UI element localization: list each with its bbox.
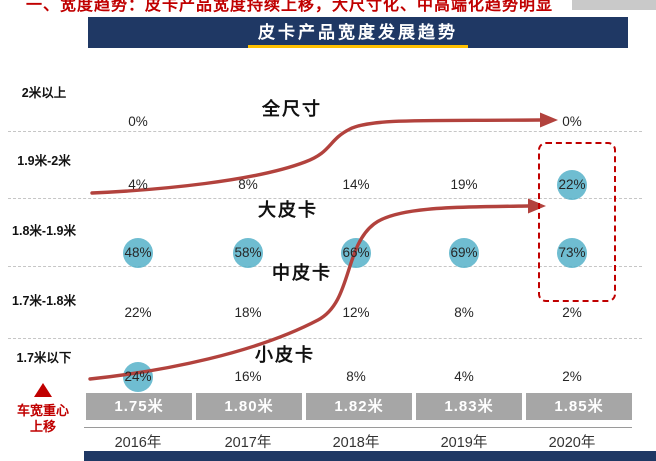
clipped-heading-text: 一、宽度趋势：皮卡产品宽度持续上移，大尺寸化、中高端化趋势明显 — [26, 0, 554, 13]
avg-width-cell: 1.85米 — [526, 393, 632, 420]
clipped-heading: 一、宽度趋势：皮卡产品宽度持续上移，大尺寸化、中高端化趋势明显 — [26, 0, 630, 13]
avg-width-cell: 1.80米 — [196, 393, 302, 420]
footer-bar — [84, 451, 656, 461]
width-range-label: 1.7米-1.8米 — [12, 294, 76, 308]
value-cell: 12% — [342, 305, 370, 320]
value-cell: 69% — [450, 245, 478, 260]
value-cell — [321, 113, 391, 131]
row-separator — [8, 198, 642, 199]
segment-label-large-pickup: 大皮卡 — [258, 200, 318, 220]
avg-width-cell: 1.83米 — [416, 393, 522, 420]
value-cell: 24% — [124, 369, 152, 384]
row-separator — [8, 131, 642, 132]
title-bar: 皮卡产品宽度发展趋势 — [88, 17, 628, 48]
width-range-label: 1.9米-2米 — [17, 154, 71, 168]
top-right-block — [572, 0, 656, 10]
value-cell: 0% — [562, 114, 582, 129]
value-cell: 8% — [454, 305, 474, 320]
segment-label-small-pickup: 小皮卡 — [255, 345, 315, 365]
year-label: 2017年 — [224, 435, 272, 451]
value-cell: 4% — [454, 369, 474, 384]
value-cell — [429, 113, 499, 131]
up-triangle-icon — [34, 383, 52, 397]
annotation-line2: 上移 — [29, 419, 56, 434]
value-cell: 22% — [558, 177, 586, 192]
segment-label-medium-pickup: 中皮卡 — [272, 263, 332, 283]
width-range-label: 1.8米-1.9米 — [12, 224, 76, 238]
year-label: 2019年 — [440, 435, 488, 451]
highlight-circle — [557, 170, 587, 200]
value-cell: 8% — [238, 177, 258, 192]
value-cell: 48% — [124, 245, 152, 260]
year-label: 2020年 — [548, 435, 596, 451]
avg-width-cell: 1.82米 — [306, 393, 412, 420]
year-label: 2016年 — [114, 435, 162, 451]
value-cell: 18% — [234, 305, 262, 320]
value-cell: 2% — [562, 369, 582, 384]
avg-width-cell: 1.75米 — [86, 393, 192, 420]
value-cell: 14% — [342, 177, 370, 192]
value-cell: 16% — [234, 369, 262, 384]
value-cell: 2% — [562, 305, 582, 320]
segment-label-full-size: 全尺寸 — [262, 99, 322, 119]
highlight-box-2020 — [538, 142, 616, 302]
value-cell: 73% — [558, 245, 586, 260]
width-range-label: 1.7米以下 — [16, 351, 72, 365]
value-cell: 0% — [128, 114, 148, 129]
x-axis-line — [84, 427, 632, 428]
highlight-circle — [557, 238, 587, 268]
row-separator — [8, 338, 642, 339]
annotation-line1: 车宽重心 — [16, 403, 69, 418]
value-cell: 4% — [128, 177, 148, 192]
year-label: 2018年 — [332, 435, 380, 451]
value-cell: 8% — [346, 369, 366, 384]
value-cell: 22% — [124, 305, 152, 320]
page-title: 皮卡产品宽度发展趋势 — [248, 18, 468, 48]
value-cell: 19% — [450, 177, 478, 192]
width-range-label: 2米以上 — [21, 86, 67, 100]
